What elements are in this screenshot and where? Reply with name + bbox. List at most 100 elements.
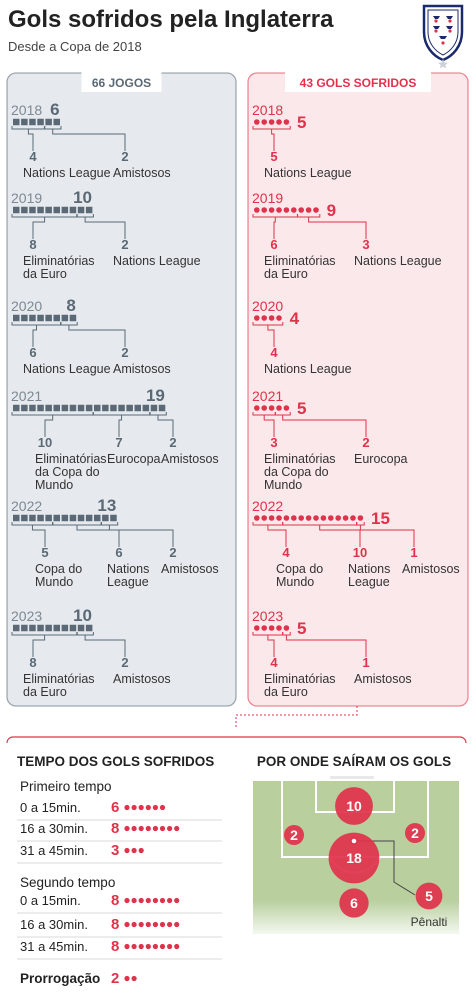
goal-mark xyxy=(276,315,282,321)
tempo-dot xyxy=(174,897,180,904)
year-label: 2022 xyxy=(11,498,42,514)
goal-mark xyxy=(283,515,290,521)
part-label: Amistosos xyxy=(161,562,219,576)
tempo-dot xyxy=(138,847,144,854)
tempo-dot xyxy=(159,897,166,904)
part-value: 10 xyxy=(38,435,52,450)
part-label: Eliminatórias xyxy=(23,672,95,686)
part-label: Amistosos xyxy=(354,672,412,686)
leader-line xyxy=(84,635,126,657)
game-mark xyxy=(94,404,101,412)
game-mark xyxy=(21,404,28,412)
game-mark xyxy=(110,404,117,412)
connector-line xyxy=(235,706,358,727)
tempo-dot xyxy=(167,825,173,832)
leader-line xyxy=(308,217,367,239)
game-mark xyxy=(13,206,20,214)
tempo-dot xyxy=(159,943,166,950)
zone-bubble xyxy=(328,832,380,884)
part-label: Amistosos xyxy=(161,452,219,466)
part-label: Mundo xyxy=(35,575,73,589)
leader-line xyxy=(52,129,126,151)
game-mark xyxy=(150,404,158,412)
game-mark xyxy=(37,206,44,214)
part-label: da Euro xyxy=(264,267,308,281)
game-mark xyxy=(77,624,85,632)
zone-bubble xyxy=(415,882,443,910)
game-mark xyxy=(13,118,20,126)
goal-mark xyxy=(283,207,290,213)
goal-mark xyxy=(253,207,260,213)
panel-header-bg xyxy=(285,70,431,92)
game-mark xyxy=(13,624,20,632)
leader-line xyxy=(44,415,54,437)
part-value: 8 xyxy=(29,237,36,252)
goal-mark xyxy=(268,315,275,321)
tempo-row-value: 8 xyxy=(111,938,119,955)
tempo-row-value: 8 xyxy=(111,892,119,909)
leader-line xyxy=(359,525,415,547)
goal-mark xyxy=(276,625,282,631)
goal-mark xyxy=(268,625,275,631)
goal-mark xyxy=(283,625,290,631)
game-mark xyxy=(45,314,52,322)
game-mark xyxy=(85,206,93,214)
game-mark xyxy=(134,404,141,412)
year-label: 2020 xyxy=(11,298,42,314)
year-total: 10 xyxy=(73,606,92,625)
zone-value: 2 xyxy=(411,825,419,841)
part-value: 7 xyxy=(115,435,122,450)
tempo-dot xyxy=(174,921,180,928)
tempo-dot xyxy=(152,921,158,928)
game-mark xyxy=(45,118,52,126)
part-value: 2 xyxy=(121,237,128,252)
leader-line xyxy=(27,129,34,151)
part-value: 4 xyxy=(282,545,290,560)
part-value: 2 xyxy=(169,435,176,450)
goal-mark xyxy=(335,515,342,521)
tempo-dot xyxy=(152,897,158,904)
tempo-dot xyxy=(131,921,137,928)
game-mark xyxy=(61,404,69,412)
year-label: 2023 xyxy=(11,608,42,624)
tempo-row-value: 3 xyxy=(111,842,119,859)
goal-mark xyxy=(253,625,260,631)
origem-title: POR ONDE SAÍRAM OS GOLS xyxy=(257,754,451,769)
goal-mark xyxy=(350,515,356,521)
leader-line xyxy=(267,325,275,347)
game-mark xyxy=(29,624,36,632)
part-value: 6 xyxy=(270,237,277,252)
part-label: Eurocopa xyxy=(107,452,161,466)
zone-bubble xyxy=(284,825,304,845)
leader-line xyxy=(31,525,46,547)
game-mark xyxy=(13,314,20,322)
game-mark xyxy=(21,314,28,322)
tempo-dot xyxy=(152,943,158,950)
zone-value: 10 xyxy=(346,798,362,814)
goal-mark xyxy=(298,515,305,521)
part-label: da Euro xyxy=(264,685,308,699)
tempo-row-value: 6 xyxy=(111,799,119,816)
panel-header-gols: 43 GOLS SOFRIDOS xyxy=(300,76,417,90)
zone-bubble xyxy=(335,787,373,825)
tempo-dot xyxy=(124,943,130,950)
panel-header-jogos: 66 JOGOS xyxy=(92,76,151,90)
leader-line xyxy=(32,325,37,347)
tempo-dot xyxy=(167,897,173,904)
england-crest-icon xyxy=(422,4,464,69)
game-mark xyxy=(69,404,77,412)
part-label: Nations xyxy=(348,562,390,576)
goal-mark xyxy=(291,207,297,213)
year-total: 10 xyxy=(73,188,92,207)
zone-value: 18 xyxy=(346,850,362,866)
goal-mark xyxy=(253,119,260,125)
zone-value: 6 xyxy=(350,895,358,911)
penalty-spot-top xyxy=(350,837,358,845)
tempo-dot xyxy=(145,804,151,811)
leader-line xyxy=(285,635,367,657)
game-mark xyxy=(21,624,28,632)
tempo-dot xyxy=(131,943,137,950)
game-mark xyxy=(142,404,150,412)
part-value: 1 xyxy=(410,545,417,560)
part-value: 2 xyxy=(121,345,128,360)
